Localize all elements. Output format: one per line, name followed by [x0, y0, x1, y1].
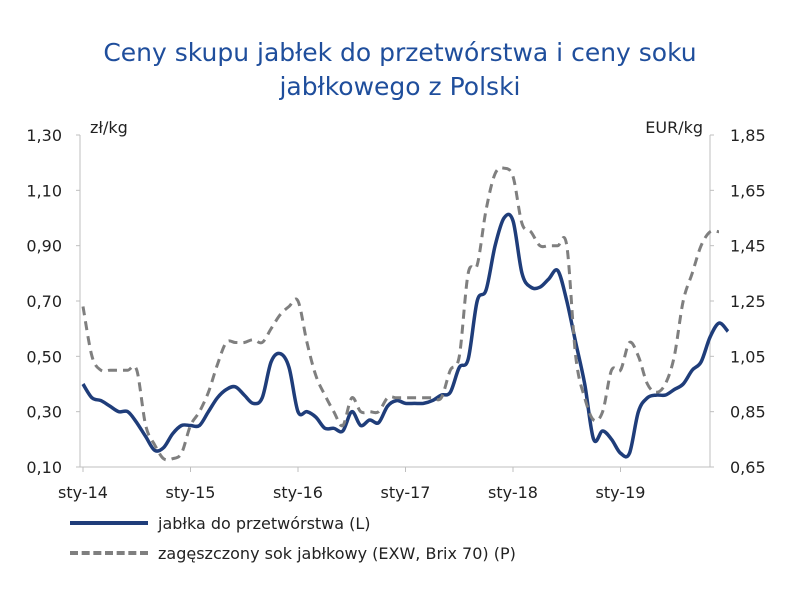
legend-item-juice: zagęszczony sok jabłkowy (EXW, Brix 70) … — [70, 538, 516, 568]
chart-title: Ceny skupu jabłek do przetwórstwa i ceny… — [0, 36, 800, 104]
series-line-juice — [81, 166, 720, 462]
right-tick-label: 1,25 — [730, 292, 766, 311]
axes: 1,30 1,10 0,90 0,70 0,50 0,30 0,10 1,85 1,65 1,45… — [26, 126, 765, 502]
series-line-apples — [81, 212, 730, 459]
legend-label-juice: zagęszczony sok jabłkowy (EXW, Brix 70) … — [158, 543, 516, 563]
x-tick-label: sty-17 — [381, 483, 431, 502]
left-tick-label: 0,70 — [26, 292, 62, 311]
x-tick-label: sty-14 — [58, 483, 108, 502]
legend: jabłka do przetwórstwa (L) zagęszczony s… — [70, 508, 516, 568]
legend-swatch-apples — [70, 521, 148, 525]
legend-label-apples: jabłka do przetwórstwa (L) — [158, 513, 371, 533]
right-tick-label: 1,05 — [730, 347, 766, 366]
left-tick-label: 1,10 — [26, 181, 62, 200]
chart-title-line-2: jabłkowego z Polski — [279, 72, 521, 101]
legend-swatch-juice — [70, 551, 148, 555]
right-tick-label: 0,65 — [730, 458, 766, 477]
x-tick-label: sty-15 — [166, 483, 216, 502]
left-axis-unit: zł/kg — [90, 118, 128, 137]
x-tick-label: sty-18 — [488, 483, 538, 502]
right-axis-unit: EUR/kg — [645, 118, 703, 137]
x-tick-label: sty-16 — [273, 483, 323, 502]
left-tick-label: 0,90 — [26, 237, 62, 256]
left-tick-label: 1,30 — [26, 126, 62, 145]
x-tick-label: sty-19 — [596, 483, 646, 502]
chart-title-line-1: Ceny skupu jabłek do przetwórstwa i ceny… — [103, 38, 697, 67]
right-tick-label: 1,45 — [730, 237, 766, 256]
left-tick-label: 0,50 — [26, 347, 62, 366]
series-layer — [81, 166, 730, 462]
left-tick-label: 0,30 — [26, 403, 62, 422]
legend-item-apples: jabłka do przetwórstwa (L) — [70, 508, 516, 538]
left-tick-label: 0,10 — [26, 458, 62, 477]
right-tick-label: 1,65 — [730, 181, 766, 200]
right-tick-label: 0,85 — [730, 403, 766, 422]
right-tick-label: 1,85 — [730, 126, 766, 145]
